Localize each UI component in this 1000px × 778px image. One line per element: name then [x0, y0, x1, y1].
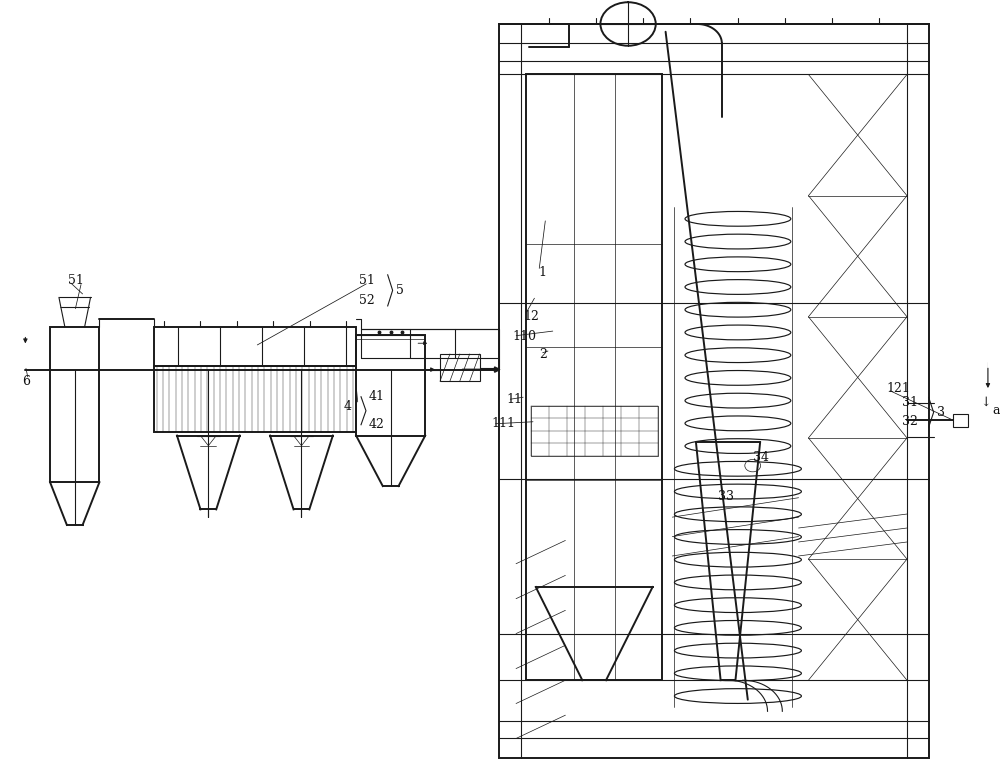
Bar [953, 414, 968, 426]
Bar [499, 24, 929, 758]
Bar [154, 366, 356, 432]
Text: 5: 5 [396, 284, 403, 297]
Text: 110: 110 [512, 330, 536, 342]
Text: 34: 34 [753, 451, 769, 464]
Text: 31: 31 [902, 397, 918, 409]
Text: 1: 1 [539, 266, 547, 279]
Text: 11: 11 [506, 394, 522, 406]
Text: 12: 12 [524, 310, 540, 324]
Bar [531, 405, 658, 456]
Text: 51: 51 [68, 274, 84, 287]
Text: 121: 121 [886, 383, 910, 395]
Text: 41: 41 [369, 391, 385, 403]
Text: 4: 4 [343, 400, 351, 412]
Bar [356, 335, 425, 436]
Bar [440, 354, 480, 381]
Text: 32: 32 [902, 415, 918, 428]
Text: 52: 52 [359, 294, 375, 307]
Bar [50, 327, 99, 482]
Text: 33: 33 [718, 490, 734, 503]
Text: a: a [993, 404, 1000, 417]
Bar [154, 327, 356, 366]
Text: 3: 3 [937, 406, 945, 419]
Text: ↓: ↓ [981, 396, 991, 409]
Text: 51: 51 [359, 274, 375, 287]
Bar [526, 75, 662, 680]
Text: 6: 6 [22, 375, 30, 387]
Text: 2: 2 [539, 348, 547, 360]
Text: 42: 42 [369, 419, 385, 431]
Text: 111: 111 [491, 418, 515, 430]
